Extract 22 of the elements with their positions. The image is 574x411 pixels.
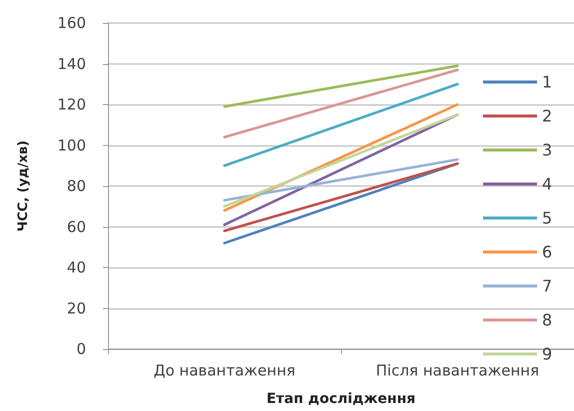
legend-label: 5 xyxy=(542,208,552,228)
y-tick-label: 120 xyxy=(57,96,86,114)
y-tick-label: 80 xyxy=(66,177,86,195)
y-tick-label: 60 xyxy=(66,218,86,236)
x-axis-title: Етап дослідження xyxy=(266,391,416,407)
legend-label: 1 xyxy=(542,72,552,92)
legend-label: 6 xyxy=(542,242,552,262)
y-tick-label: 0 xyxy=(76,340,86,358)
legend-label: 2 xyxy=(542,106,552,126)
y-tick-label: 140 xyxy=(57,54,86,73)
legend-label: 4 xyxy=(542,174,552,194)
legend-label: 3 xyxy=(542,140,552,160)
y-tick-label: 100 xyxy=(57,136,86,154)
legend-label: 9 xyxy=(542,344,552,364)
legend-label: 7 xyxy=(542,276,552,296)
legend-label: 8 xyxy=(542,310,552,330)
y-tick-label: 20 xyxy=(66,299,86,318)
y-tick-label: 160 xyxy=(57,14,86,32)
y-tick-label: 40 xyxy=(66,258,86,276)
y-axis-title: ЧСС, (уд/хв) xyxy=(16,140,31,232)
x-tick-label: До навантаження xyxy=(154,362,296,380)
x-tick-label: Після навантаження xyxy=(376,362,540,380)
